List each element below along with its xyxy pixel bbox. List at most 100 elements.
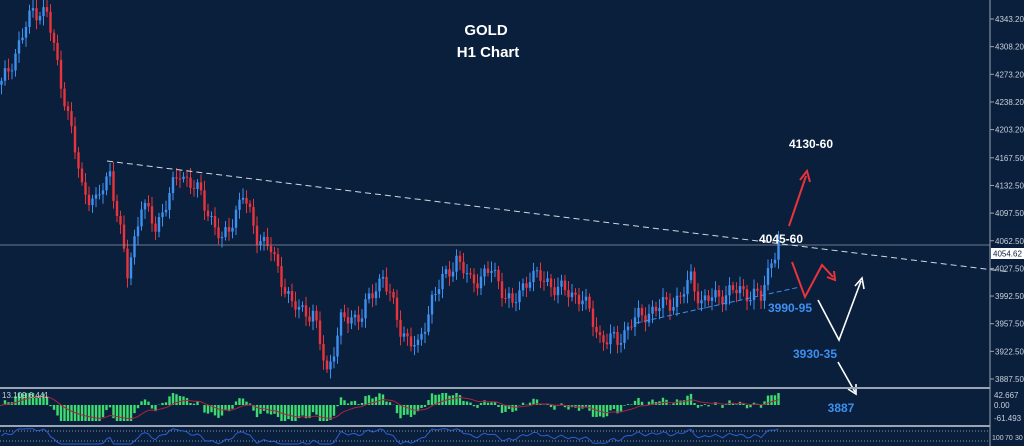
macd-bar (367, 395, 371, 405)
candle-body (21, 37, 24, 41)
macd-bar (700, 405, 703, 407)
macd-bar (140, 401, 143, 405)
macd-bar (511, 405, 514, 412)
macd-bar (539, 404, 542, 405)
macd-bar (185, 398, 189, 405)
macd-bar (434, 394, 437, 405)
candle-body (598, 332, 602, 336)
macd-bar (728, 400, 731, 405)
macd-bar (105, 405, 108, 411)
candle-body (686, 280, 689, 295)
candle-body (406, 333, 409, 337)
candle-body (752, 288, 756, 301)
macd-bar (133, 405, 136, 414)
candle-body (73, 126, 77, 153)
macd-bar (98, 405, 101, 421)
candle-body (710, 297, 714, 301)
candle-body (413, 345, 416, 347)
macd-bar (420, 405, 423, 409)
macd-bar (273, 405, 276, 414)
candle-body (577, 294, 581, 305)
candle-body (252, 207, 255, 226)
candle-body (294, 301, 297, 310)
red-arrow-zigzag (791, 261, 837, 300)
candle-body (476, 283, 479, 289)
candle-body (378, 278, 381, 292)
chart-title: GOLD (464, 22, 507, 39)
macd-bar (462, 400, 465, 405)
macd-bar (584, 405, 588, 407)
resistance-trendline (106, 160, 1011, 273)
candle-body (679, 295, 682, 297)
red-arrow-up (788, 168, 811, 227)
macd-bar (679, 400, 682, 405)
candle-body (63, 88, 66, 107)
macd-bar (31, 393, 35, 405)
candle-body (350, 317, 353, 324)
macd-bar (80, 405, 84, 421)
candle-body (304, 305, 308, 317)
candle-body (766, 268, 770, 285)
candle-body (395, 297, 399, 320)
macd-bar (766, 395, 770, 405)
macd-bar (168, 396, 171, 405)
candle-body (756, 288, 759, 291)
candle-body (556, 286, 560, 296)
candle-body (262, 236, 266, 242)
macd-bar (136, 405, 140, 409)
candle-body (385, 276, 388, 292)
macd-bar (21, 393, 24, 405)
macd-bar (476, 405, 479, 408)
macd-bar (402, 405, 406, 415)
candle-body (339, 312, 343, 336)
macd-bar (703, 404, 707, 405)
candle-body (189, 177, 192, 188)
candle-body (500, 281, 504, 298)
macd-bar (577, 405, 581, 411)
white-arrow-down (837, 361, 857, 396)
macd-bar (94, 405, 98, 421)
y-tick-label: 4238.20 (995, 98, 1024, 107)
macd-bar (759, 405, 763, 408)
candle-body (770, 263, 773, 269)
macd-panel (0, 393, 780, 421)
rsi-panel (1, 428, 779, 445)
candle-body (392, 291, 395, 298)
macd-bar (66, 405, 70, 421)
macd-bar (490, 402, 493, 405)
macd-values: 13.109 6.441 (2, 391, 49, 400)
candle-body (528, 282, 532, 288)
candle-body (364, 299, 367, 319)
candle-body (661, 297, 665, 309)
candle-body (402, 333, 406, 337)
candle-body (658, 308, 661, 312)
macd-bar (619, 405, 623, 412)
white-arrow-zigzag (817, 276, 865, 342)
candle-body (682, 294, 686, 297)
macd-bar (493, 402, 497, 405)
candle-body (430, 294, 434, 315)
candle-body (437, 289, 441, 295)
macd-bar (528, 402, 532, 405)
macd-bar (325, 405, 329, 421)
candle-body (367, 293, 371, 300)
macd-bar (45, 397, 49, 405)
macd-bar (14, 396, 17, 405)
macd-bar (143, 399, 147, 405)
macd-bar (290, 405, 294, 421)
candle-body (161, 212, 164, 218)
candle-body (483, 268, 486, 277)
candle-body (371, 293, 374, 299)
macd-bar (409, 405, 413, 418)
candle-body (332, 356, 336, 362)
annotation-label: 4045-60 (759, 232, 803, 246)
candle-body (745, 289, 749, 302)
candle-body (542, 280, 546, 282)
macd-bar (497, 405, 500, 407)
macd-bar (371, 398, 374, 405)
candle-body (497, 269, 500, 282)
macd-bar (563, 405, 567, 408)
macd-bar (84, 405, 87, 421)
y-tick-label: 3957.50 (995, 320, 1024, 329)
macd-bar (259, 405, 262, 414)
